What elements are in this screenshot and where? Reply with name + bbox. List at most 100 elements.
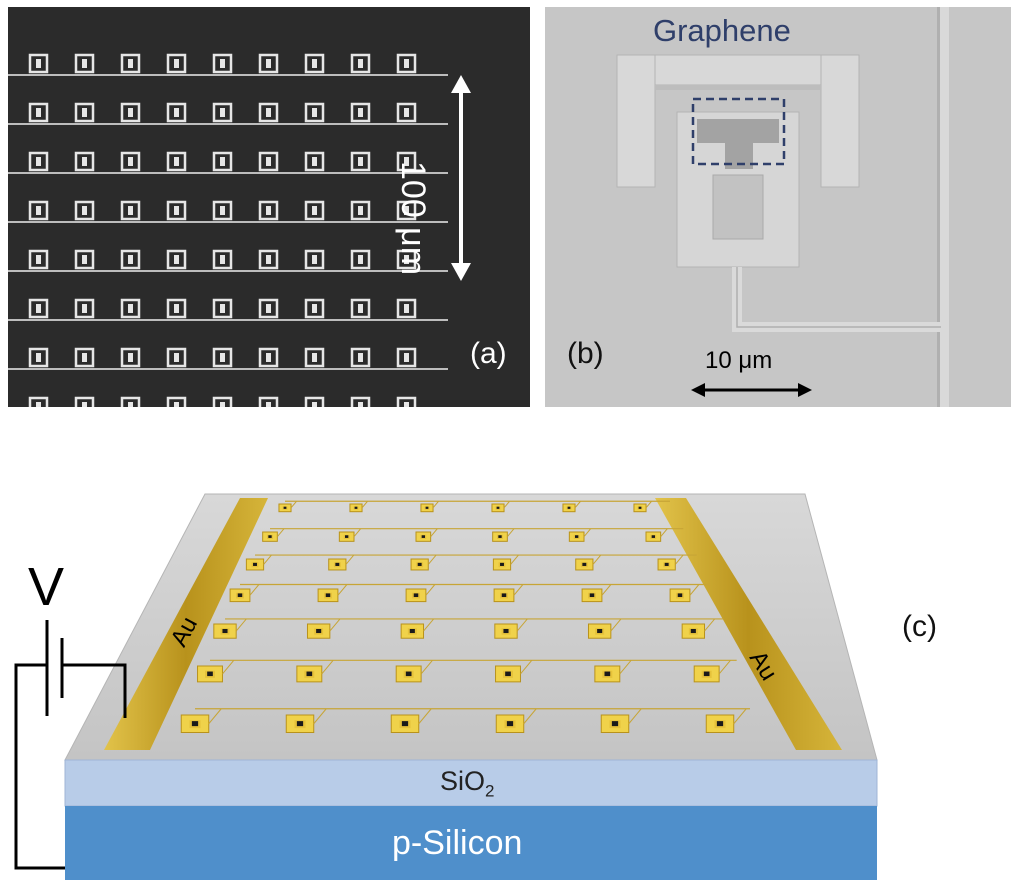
array-a-device [120,102,141,123]
array-c-device [197,660,235,683]
sio2-label: SiO2 [440,766,494,801]
array-c-device [705,708,747,733]
voltage-label: V [28,557,65,617]
sem-array-image [8,7,530,407]
array-a-device [258,151,279,172]
array-a-device [396,347,417,368]
panel-a-sem-array: 100 μm (a) [8,7,530,407]
voltage-source [14,620,127,870]
array-c-device [657,554,684,571]
array-a-device [166,249,187,270]
array-c-device [390,708,432,733]
array-c-device [492,554,519,571]
array-a-device [120,151,141,172]
array-a-device [304,249,325,270]
array-a-device [350,298,371,319]
array-c-device [669,584,700,603]
array-c-device [306,618,341,639]
array-a-device [120,200,141,221]
array-a-device [304,298,325,319]
array-a-device [350,396,371,407]
array-c-device [600,708,642,733]
array-a-device [304,102,325,123]
array-a-device [74,53,95,74]
array-c-device [405,584,436,603]
array-a-device [350,102,371,123]
array-a-device [120,347,141,368]
array-a-device [74,200,95,221]
array-a-device [28,396,49,407]
array-a-device [304,396,325,407]
panel-label-b: (b) [567,337,604,370]
array-a-device [212,249,233,270]
array-c-device [317,584,348,603]
array-a-device [258,200,279,221]
scale-arrow-a [451,75,471,281]
array-a-device [212,298,233,319]
array-a-device [166,200,187,221]
array-a-device [212,102,233,123]
array-a-device [258,249,279,270]
array-c-device [328,554,355,571]
array-c-device [491,500,510,513]
array-c-device [213,618,247,639]
array-c-device [400,618,435,639]
array-c-device [285,708,327,733]
array-c-device [645,528,668,542]
sem-device-image [545,7,1011,407]
array-a-device [350,200,371,221]
array-a-device [166,151,187,172]
array-c-device [296,660,334,683]
device-schematic [14,493,878,880]
array-a-device [304,347,325,368]
p-silicon-label: p-Silicon [392,824,523,862]
array-a-device [396,249,417,270]
array-c-device [415,528,438,542]
array-a-device [74,298,95,319]
array-c-device [633,500,652,513]
array-c-device [594,660,632,683]
panel-b-sem-device: Graphene 10 μm (b) [545,7,1011,407]
array-a-device [166,298,187,319]
array-c-device [278,500,297,513]
scale-label-b: 10 μm [705,347,773,374]
array-a-device [166,396,187,407]
array-c-device [349,500,368,513]
array-a-device [212,53,233,74]
array-c-device [581,584,612,603]
array-a-device [396,151,417,172]
array-a-device [396,102,417,123]
device-array [180,500,750,733]
array-c-device [180,708,222,733]
panel-label-c: (c) [902,610,937,643]
array-a-device [212,396,233,407]
sio2-label-sub: 2 [485,781,495,801]
array-a-device [74,396,95,407]
array-a-device [396,396,417,407]
array-c-device [420,500,439,513]
array-a-device [28,53,49,74]
array-c-device [262,528,285,542]
graphene-label: Graphene [653,13,791,48]
array-a-device [258,102,279,123]
array-c-device [575,554,602,571]
array-a-device [74,249,95,270]
array-a-device [350,347,371,368]
array-a-device [120,249,141,270]
array-c-device [410,554,437,571]
array-a-device [166,102,187,123]
array-a-device [212,347,233,368]
array-a-device [396,53,417,74]
array-a-device [350,249,371,270]
array-a-device [350,53,371,74]
array-a-device [74,151,95,172]
array-c-device [493,584,524,603]
array-c-device [568,528,592,542]
sio2-label-base: SiO [440,766,486,796]
array-a-device [28,347,49,368]
array-a-device [258,396,279,407]
array-c-device [495,660,533,683]
array-a-device [28,200,49,221]
array-a-device [304,200,325,221]
array-a-device [28,298,49,319]
